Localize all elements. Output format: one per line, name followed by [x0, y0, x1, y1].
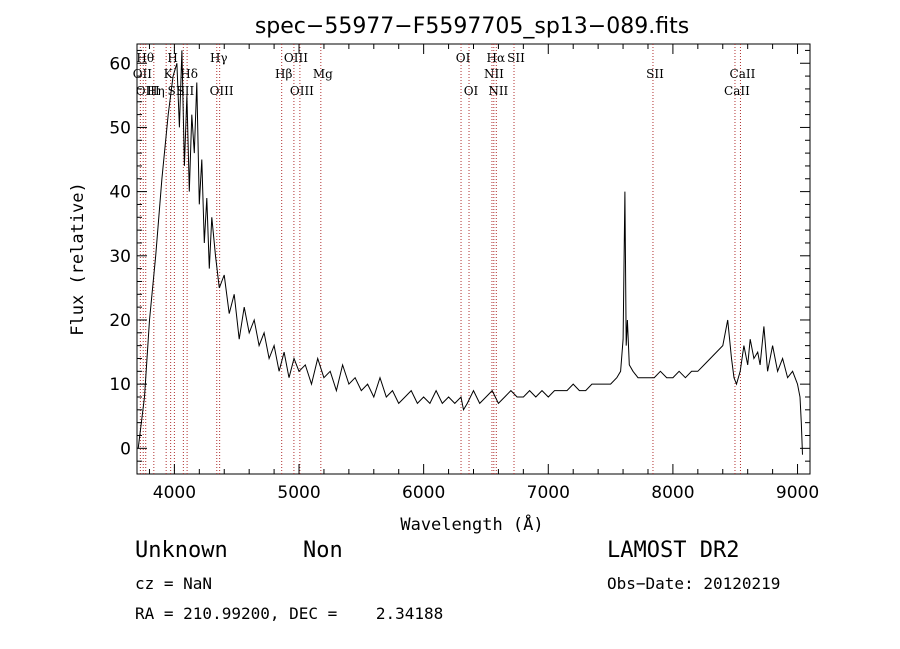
emission-line-label: Hα	[487, 51, 506, 65]
y-axis: 0 10 20 30 40 50 60	[109, 49, 810, 462]
emission-line-label: Hη	[147, 84, 165, 98]
emission-line-label: SII	[646, 67, 664, 81]
y-tick-label: 20	[109, 311, 131, 331]
emission-line-label: SII	[507, 51, 525, 65]
object-class: Unknown	[135, 538, 228, 563]
emission-line-label: Hβ	[275, 67, 292, 81]
emission-line-label: K	[164, 67, 174, 81]
emission-line-label: CaII	[724, 84, 750, 98]
x-tick-label: 4000	[153, 483, 196, 503]
emission-line-label: OIII	[210, 84, 234, 98]
redshift-value: cz = NaN	[135, 574, 213, 593]
emission-line-label: Mg	[313, 67, 333, 81]
emission-line-label: OIII	[290, 84, 314, 98]
emission-line-label: OI	[464, 84, 479, 98]
coordinates: RA = 210.99200, DEC = 2.34188	[135, 604, 444, 623]
x-axis: 4000 5000 6000 7000 8000 9000	[148, 44, 819, 503]
x-tick-label: 9000	[776, 483, 819, 503]
y-tick-label: 10	[109, 375, 131, 395]
emission-line-label: OIII	[284, 51, 308, 65]
x-tick-label: 7000	[527, 483, 570, 503]
emission-lines	[139, 44, 741, 474]
emission-line-label: OI	[456, 51, 471, 65]
y-tick-label: 0	[120, 439, 131, 459]
y-tick-label: 40	[109, 183, 131, 203]
emission-line-label: Hθ	[136, 51, 154, 65]
emission-line-label: Hγ	[210, 51, 228, 65]
x-axis-label: Wavelength (Å)	[400, 513, 543, 535]
y-tick-label: 60	[109, 54, 131, 74]
emission-line-label: H	[167, 51, 177, 65]
x-tick-label: 8000	[651, 483, 694, 503]
y-tick-label: 30	[109, 247, 131, 267]
chart-title: spec−55977−F5597705_sp13−089.fits	[255, 14, 689, 39]
emission-line-label: OIII	[136, 84, 160, 98]
emission-line-label: NII	[488, 84, 508, 98]
emission-line-label: SII	[177, 84, 195, 98]
spectrum-series	[137, 50, 803, 455]
y-axis-label: Flux (relative)	[68, 182, 88, 336]
x-tick-label: 6000	[402, 483, 445, 503]
emission-line-label: OII	[133, 67, 153, 81]
line-labels: OIIHθOIIIHηKHSIISIIHδHγOIIIHβOIIIOIIIMgO…	[133, 51, 756, 98]
plot-frame	[136, 43, 811, 475]
y-tick-label: 50	[109, 118, 131, 138]
emission-line-label: NII	[484, 67, 504, 81]
emission-line-label: CaII	[730, 67, 756, 81]
emission-line-label: Hδ	[180, 67, 198, 81]
x-tick-label: 5000	[277, 483, 320, 503]
obs-date: Obs−Date: 20120219	[607, 574, 781, 593]
survey-name: LAMOST DR2	[607, 538, 740, 563]
object-subclass: Non	[303, 538, 343, 563]
